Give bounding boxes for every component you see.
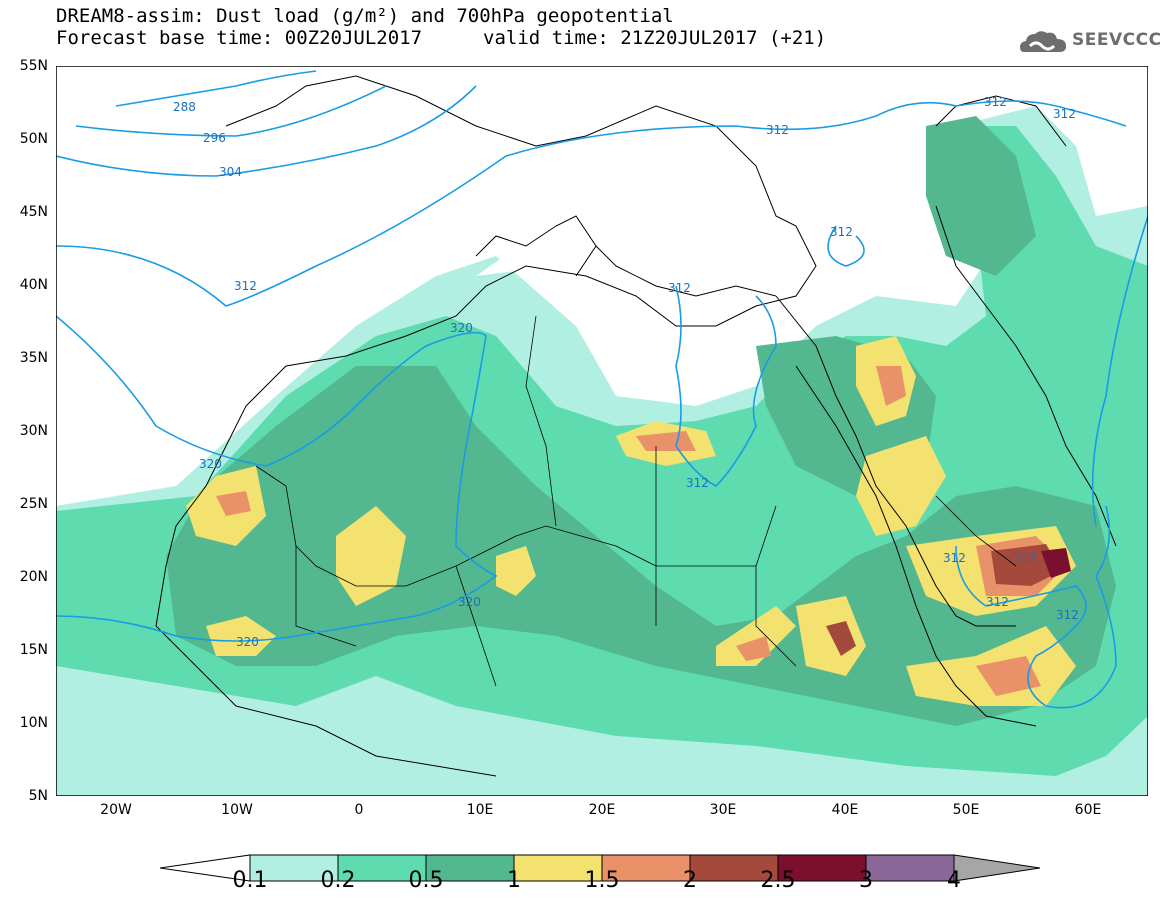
- lon-label-50e: 50E: [952, 802, 980, 818]
- colorbar-tick-4: 4: [947, 868, 961, 893]
- contour-label-group: 288 296 304 312 312 312 312 312 320 320 …: [173, 95, 1079, 649]
- colorbar-legend: [160, 854, 1040, 882]
- lat-label-50n: 50N: [19, 131, 48, 147]
- dust-region-15c: [636, 431, 696, 451]
- contour-label-312g: 312: [686, 476, 709, 490]
- dust-load-map: 288 296 304 312 312 312 312 312 320 320 …: [56, 66, 1148, 796]
- colorbar-tick-0-1: 0.1: [232, 868, 268, 893]
- contour-label-320b: 320: [199, 457, 222, 471]
- lat-label-10n: 10N: [19, 715, 48, 731]
- dust-region-15e: [736, 636, 771, 661]
- contour-label-312e: 312: [234, 279, 257, 293]
- contour-label-312b: 312: [984, 95, 1007, 109]
- clear-region: [476, 186, 846, 336]
- colorbar-tick-3: 3: [859, 868, 873, 893]
- colorbar-tick-2-5: 2.5: [760, 868, 796, 893]
- colorbar-tick-1-5: 1.5: [584, 868, 620, 893]
- lon-label-20e: 20E: [588, 802, 616, 818]
- contour-label-312f: 312: [668, 281, 691, 295]
- lat-label-20n: 20N: [19, 569, 48, 585]
- lat-label-15n: 15N: [19, 642, 48, 658]
- dust-region-15b: [876, 366, 906, 406]
- dust-region-1j: [206, 616, 276, 656]
- map-title: DREAM8-assim: Dust load (g/m²) and 700hP…: [56, 5, 674, 27]
- dust-region-3a: [1041, 548, 1071, 578]
- contour-label-312j: 312: [986, 595, 1009, 609]
- cloud-logo-icon: [1020, 31, 1066, 52]
- lon-label-40e: 40E: [831, 802, 859, 818]
- dust-region-15d: [976, 656, 1041, 696]
- colorbar-high-arrow: [953, 854, 1040, 882]
- dust-region-2b: [826, 621, 856, 656]
- colorbar-segment-1: [249, 854, 339, 882]
- contour-label-320a: 320: [450, 321, 473, 335]
- logo-text: SEEVCCC: [1072, 30, 1162, 50]
- dust-region-05a: [166, 366, 1116, 726]
- dust-region-1k: [496, 546, 536, 596]
- lat-label-40n: 40N: [19, 277, 48, 293]
- colorbar-segment-6: [689, 854, 779, 882]
- colorbar-tick-0-5: 0.5: [408, 868, 444, 893]
- valid-time: valid time: 21Z20JUL2017 (+21): [483, 27, 827, 49]
- lon-label-0: 0: [354, 802, 364, 818]
- lon-label-60e: 60E: [1074, 802, 1102, 818]
- geopotential-contours: [56, 70, 1148, 709]
- contour-label-296: 296: [203, 131, 226, 145]
- lon-label-30e: 30E: [709, 802, 737, 818]
- contour-label-312d: 312: [830, 225, 853, 239]
- colorbar-tick-0-2: 0.2: [320, 868, 356, 893]
- forecast-base-time: Forecast base time: 00Z20JUL2017: [56, 27, 423, 49]
- lon-label-20w: 20W: [100, 802, 132, 818]
- lat-label-35n: 35N: [19, 350, 48, 366]
- contour-label-288: 288: [173, 100, 196, 114]
- contour-label-312k: 312: [1056, 608, 1079, 622]
- dust-region-15f: [216, 491, 251, 516]
- colorbar-tick-2: 2: [683, 868, 697, 893]
- contour-label-312i: 312: [1014, 551, 1037, 565]
- dust-shading: [56, 106, 1148, 796]
- colorbar-tick-1: 1: [507, 868, 521, 893]
- colorbar-segment-4: [513, 854, 603, 882]
- lat-label-25n: 25N: [19, 496, 48, 512]
- colorbar-segment-8: [865, 854, 955, 882]
- lat-label-45n: 45N: [19, 204, 48, 220]
- contour-label-304: 304: [219, 165, 242, 179]
- lat-label-5n: 5N: [28, 788, 48, 804]
- dust-region-1h: [716, 606, 796, 666]
- dust-region-1b: [336, 506, 406, 606]
- lon-label-10e: 10E: [466, 802, 494, 818]
- coastlines: [155, 75, 1117, 777]
- contour-label-312h: 312: [943, 551, 966, 565]
- seevccc-logo: SEEVCCC: [1018, 26, 1161, 58]
- lat-label-55n: 55N: [19, 58, 48, 74]
- colorbar-segment-5: [601, 854, 691, 882]
- contour-label-320c: 320: [458, 595, 481, 609]
- lon-label-10w: 10W: [221, 802, 253, 818]
- contour-label-320d: 320: [236, 635, 259, 649]
- lat-label-30n: 30N: [19, 423, 48, 439]
- contour-label-312a: 312: [766, 123, 789, 137]
- map-subtitle: Forecast base time: 00Z20JUL2017 valid t…: [56, 28, 826, 88]
- dust-region-1e: [856, 436, 946, 536]
- dust-region-05c: [926, 116, 1036, 276]
- contour-label-312c: 312: [1053, 107, 1076, 121]
- political-borders: [255, 315, 1017, 687]
